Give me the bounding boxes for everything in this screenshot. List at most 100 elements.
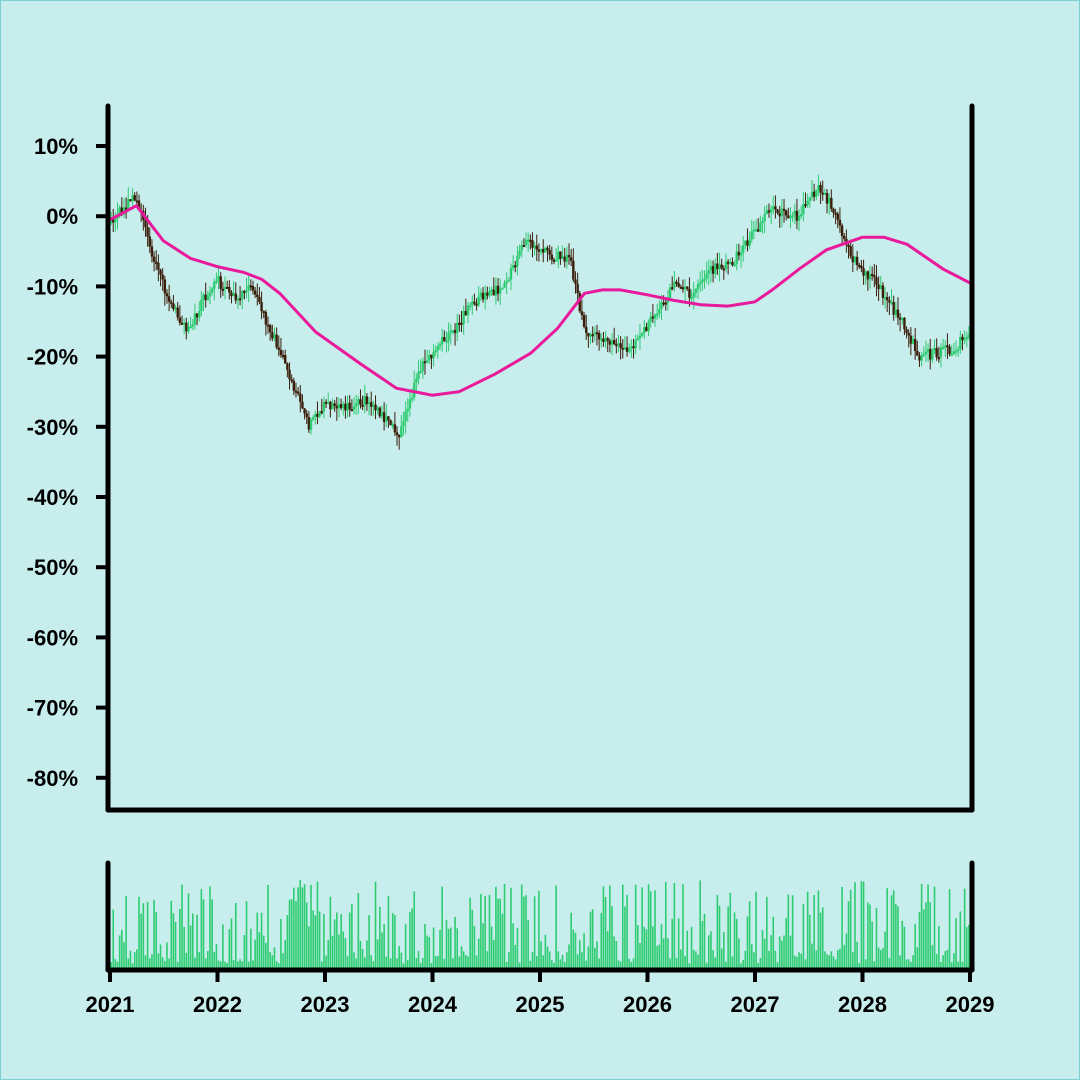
candle-body — [479, 292, 483, 297]
volume-bar — [961, 961, 964, 968]
y-tick-label: 10% — [34, 134, 78, 159]
candle-body — [651, 316, 655, 319]
volume-bar — [753, 952, 755, 968]
candle-body — [185, 322, 188, 332]
candle-body — [688, 288, 691, 298]
volume-bar — [462, 951, 465, 968]
candle-body — [451, 330, 455, 333]
y-tick-label: 0% — [46, 204, 78, 229]
candle-body — [580, 311, 584, 316]
candle-body — [307, 417, 311, 430]
candle-body — [827, 197, 831, 204]
volume-bar — [499, 898, 502, 968]
candle-body — [731, 262, 734, 265]
volume-bar — [619, 961, 622, 968]
candle-body — [815, 189, 818, 197]
volume-bar — [527, 920, 529, 968]
candle-body — [286, 363, 289, 370]
volume-bar — [733, 912, 736, 968]
candle-body — [653, 314, 657, 319]
volume-bar — [948, 889, 951, 968]
volume-bar — [166, 942, 168, 968]
volume-bar — [637, 925, 639, 968]
volume-bar — [151, 954, 153, 968]
volume-bar — [482, 923, 484, 968]
candle-body — [213, 281, 216, 289]
candle-body — [148, 236, 151, 247]
candle-body — [112, 218, 115, 223]
volume-bar — [559, 959, 562, 968]
volume-bar — [374, 881, 377, 968]
volume-bar — [873, 961, 876, 968]
volume-bar — [329, 896, 332, 968]
candle-body — [582, 315, 586, 327]
volume-bar — [495, 886, 497, 968]
candle-body — [550, 254, 554, 260]
candle-body — [806, 200, 809, 206]
candle-body — [752, 229, 756, 232]
candle-body — [314, 413, 317, 418]
volume-bar — [383, 924, 385, 968]
candle-body — [129, 199, 132, 202]
candle-body — [535, 245, 538, 250]
candle-body — [367, 402, 371, 405]
candle-body — [370, 402, 373, 407]
volume-bar — [578, 940, 581, 968]
volume-bar — [598, 958, 600, 968]
volume-bar — [832, 956, 835, 968]
volume-bar — [445, 919, 448, 968]
volume-bar — [892, 890, 895, 968]
candle-body — [832, 208, 835, 213]
candle-body — [765, 210, 769, 215]
candle-body — [509, 268, 513, 280]
volume-bar — [933, 886, 936, 968]
volume-bar — [138, 896, 140, 968]
candle-body — [843, 235, 846, 239]
candle-body — [668, 287, 672, 298]
candle-body — [329, 401, 332, 410]
volume-bar — [778, 936, 781, 968]
candle-body — [647, 321, 650, 332]
candle-body — [357, 399, 360, 404]
volume-bar — [121, 929, 123, 968]
candle-body — [522, 245, 526, 248]
candle-body — [610, 339, 614, 345]
volume-bar — [673, 882, 676, 968]
candle-body — [913, 338, 917, 351]
volume-bar — [422, 958, 424, 968]
volume-bar — [155, 912, 158, 968]
volume-bar — [705, 962, 708, 968]
candle-body — [920, 355, 923, 361]
volume-bar — [185, 952, 188, 968]
candle-body — [716, 263, 719, 270]
candle-body — [948, 346, 951, 355]
candle-body — [849, 246, 852, 257]
volume-bar — [843, 945, 846, 968]
volume-bar — [400, 952, 403, 968]
candle-body — [864, 271, 867, 276]
candle-body — [808, 197, 812, 201]
volume-bar — [140, 913, 142, 968]
volume-bar — [318, 911, 321, 968]
candle-body — [410, 397, 414, 400]
candle-body — [152, 256, 156, 262]
candle-body — [217, 276, 220, 281]
candle-body — [739, 253, 743, 256]
volume-bar — [293, 887, 295, 968]
volume-bar — [129, 950, 132, 968]
candle-body — [709, 266, 713, 271]
candle-body — [400, 426, 403, 438]
candle-body — [507, 279, 511, 282]
volume-bar — [161, 957, 164, 968]
volume-bar — [750, 944, 753, 968]
volume-bar — [308, 926, 310, 968]
candle-body — [397, 435, 401, 438]
volume-bar — [144, 955, 147, 968]
candle-body — [266, 324, 270, 327]
candle-body — [787, 215, 790, 219]
candle-body — [617, 343, 620, 346]
volume-bar — [787, 894, 790, 968]
candle-body — [305, 413, 308, 418]
candle-body — [393, 424, 397, 433]
candle-body — [221, 288, 225, 291]
